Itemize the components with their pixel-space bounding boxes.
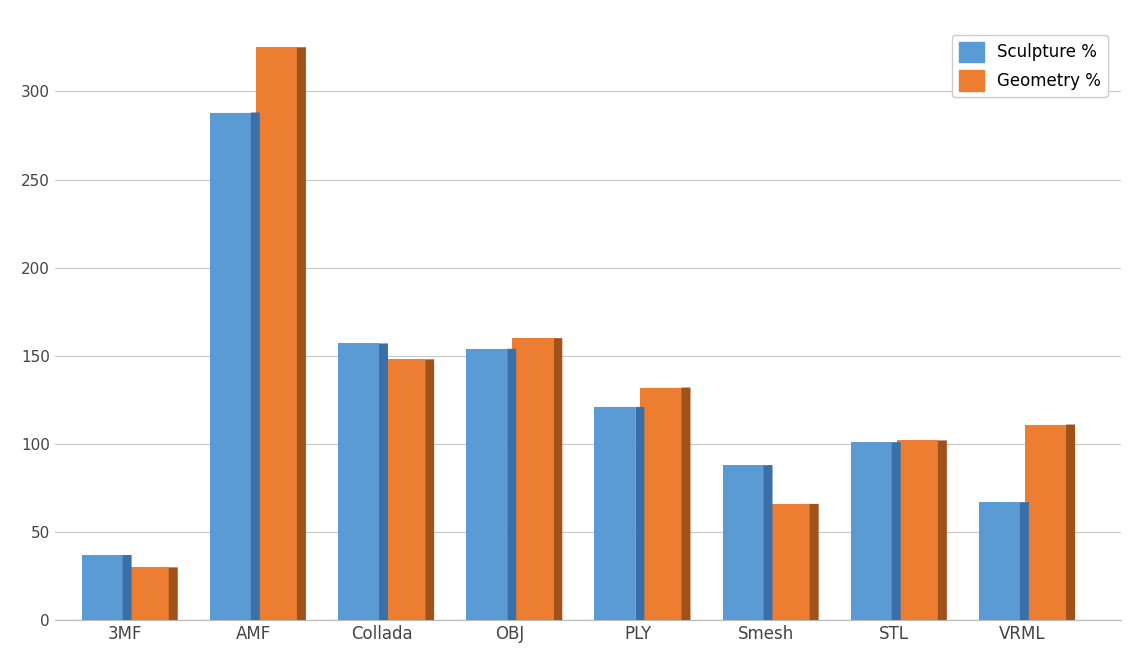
Polygon shape: [425, 359, 434, 620]
Polygon shape: [938, 440, 947, 620]
Polygon shape: [635, 407, 644, 620]
Polygon shape: [338, 343, 379, 620]
Polygon shape: [384, 359, 425, 620]
Legend: Sculpture %, Geometry %: Sculpture %, Geometry %: [952, 35, 1108, 98]
Polygon shape: [594, 407, 635, 620]
Polygon shape: [122, 555, 131, 620]
Polygon shape: [379, 343, 388, 620]
Polygon shape: [810, 504, 819, 620]
Polygon shape: [979, 502, 1020, 620]
Polygon shape: [723, 465, 764, 620]
Polygon shape: [256, 47, 297, 620]
Polygon shape: [81, 555, 122, 620]
Polygon shape: [507, 349, 516, 620]
Polygon shape: [641, 388, 682, 620]
Polygon shape: [769, 504, 810, 620]
Polygon shape: [128, 568, 169, 620]
Polygon shape: [1026, 424, 1065, 620]
Polygon shape: [682, 388, 691, 620]
Polygon shape: [554, 338, 562, 620]
Polygon shape: [1065, 424, 1075, 620]
Polygon shape: [251, 112, 259, 620]
Polygon shape: [1020, 502, 1029, 620]
Polygon shape: [297, 47, 306, 620]
Polygon shape: [210, 112, 251, 620]
Polygon shape: [169, 567, 178, 620]
Polygon shape: [896, 440, 938, 620]
Polygon shape: [892, 442, 901, 620]
Polygon shape: [851, 442, 892, 620]
Polygon shape: [466, 349, 507, 620]
Polygon shape: [764, 465, 772, 620]
Polygon shape: [513, 338, 554, 620]
